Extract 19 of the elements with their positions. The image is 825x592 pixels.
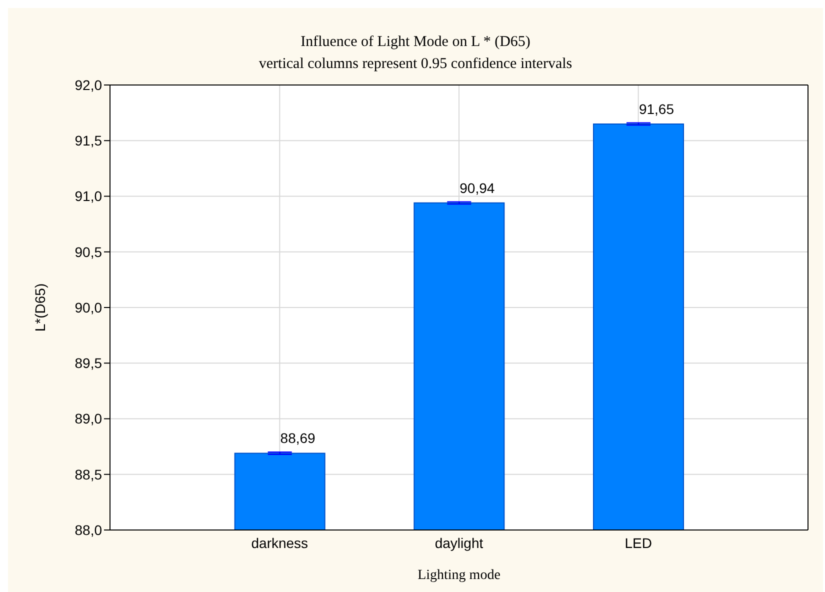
x-axis-title: Lighting mode: [416, 568, 502, 584]
chart-subtitle: vertical columns represent 0.95 confidence intervals: [258, 56, 574, 73]
x-tick-label: daylight: [434, 534, 484, 551]
chart-title: Influence of Light Mode on L * (D65): [300, 34, 532, 51]
y-tick-label: 90,5: [74, 244, 102, 260]
x-tick-label: darkness: [251, 534, 308, 551]
y-tick-label: 92,0: [74, 76, 102, 93]
y-axis-title: L*(D65): [32, 283, 48, 332]
y-tick-label: 88,5: [74, 466, 102, 482]
y-tick-label: 89,0: [74, 410, 102, 427]
y-tick-label: 91,0: [74, 188, 102, 204]
data-label: 88,69: [280, 430, 316, 446]
data-label: 90,94: [460, 180, 495, 196]
y-tick-label: 91,5: [74, 132, 102, 149]
y-tick-label: 90,0: [74, 299, 102, 316]
y-tick-label: 89,5: [74, 355, 102, 372]
data-label: 91,65: [638, 100, 674, 117]
y-tick-label: 88,0: [74, 522, 102, 538]
x-tick-label: LED: [624, 534, 652, 551]
